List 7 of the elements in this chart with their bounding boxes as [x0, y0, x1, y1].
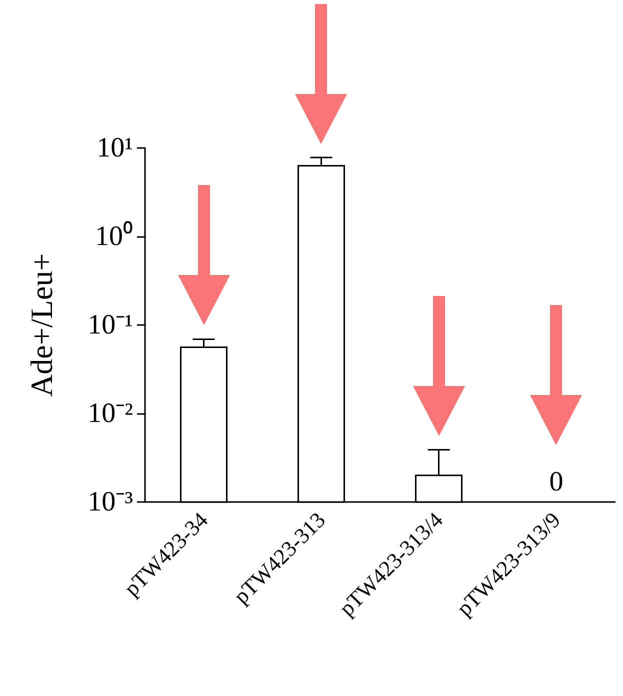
y-tick-label: 10⁻³ [88, 486, 133, 518]
y-tick-label: 10⁻² [88, 398, 133, 429]
annotation: 0 [549, 466, 564, 498]
y-tick-label: 10¹ [96, 132, 133, 164]
y-tick-label: 10⁻¹ [88, 310, 133, 340]
y-axis-title: Ade+/Leu+ [24, 253, 59, 397]
y-tick-label: 10⁰ [95, 221, 133, 252]
